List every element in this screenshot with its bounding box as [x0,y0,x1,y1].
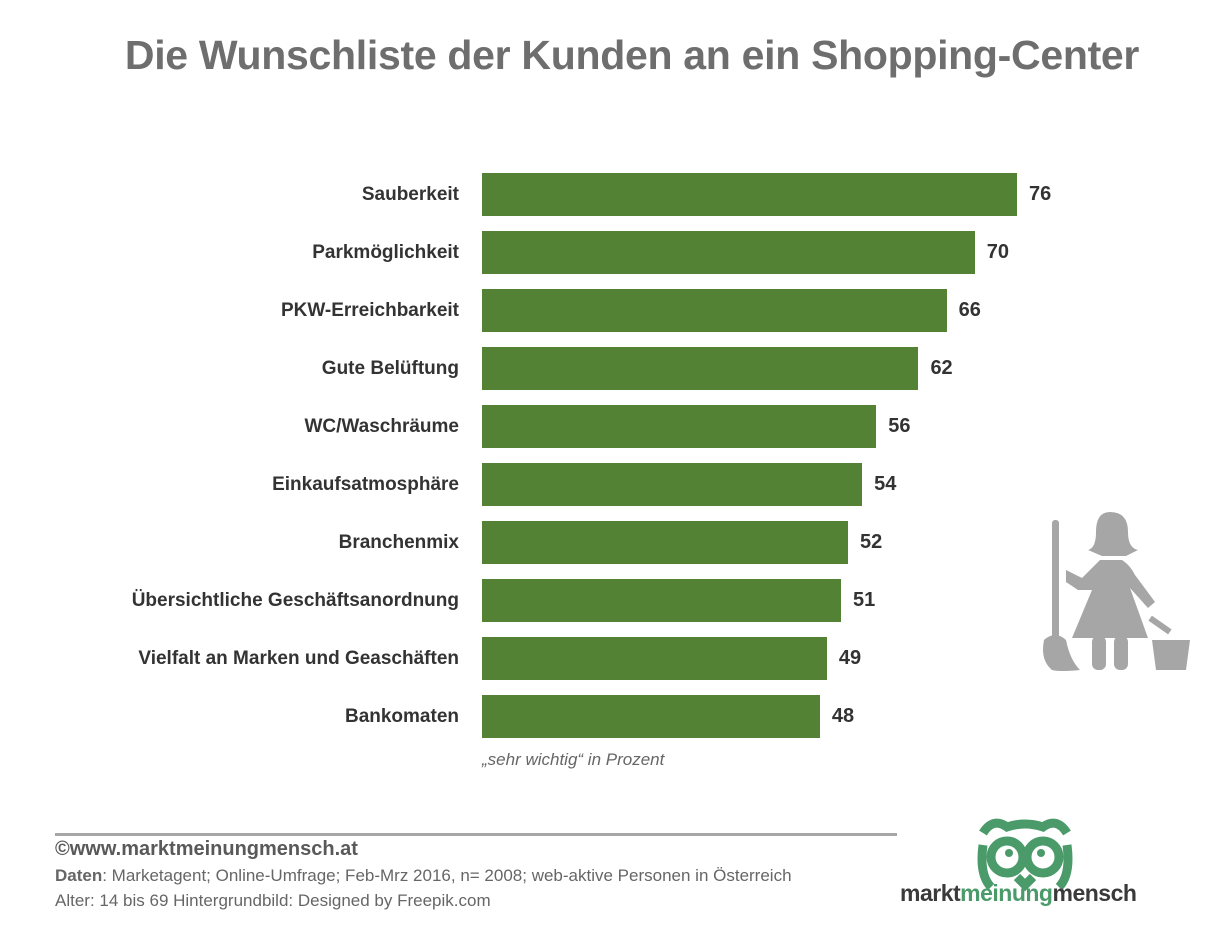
value-label: 49 [838,647,862,669]
value-label: 52 [860,531,883,553]
bar [482,347,919,390]
bar [482,289,947,332]
category-label: Sauberkeit [361,184,459,205]
category-label: Parkmöglichkeit [312,242,459,263]
axis-label: „sehr wichtig“ in Prozent [482,750,665,769]
category-label: PKW-Erreichbarkeit [280,300,459,321]
category-label: WC/Waschräume [304,416,460,437]
owl-logo-icon [977,818,1073,892]
value-label: 54 [874,473,897,495]
chart-title: Die Wunschliste der Kunden an ein Shoppi… [124,32,1140,78]
bar [482,173,1017,216]
category-label: Bankomaten [344,706,459,727]
value-label: 48 [831,705,855,727]
bar [482,463,863,506]
value-label: 76 [1029,183,1052,205]
category-label: Branchenmix [338,532,459,553]
brand-logo-text: marktmeinungmensch [900,880,1137,907]
cleaning-woman-icon [1043,512,1190,671]
category-label: Vielfalt an Marken und Geaschäften [138,648,459,669]
category-label: Gute Belüftung [321,358,459,379]
category-label: Einkaufsatmosphäre [272,474,459,495]
data-source-text: : Marketagent; Online-Umfrage; Feb-Mrz 2… [102,866,792,885]
bar [482,521,849,564]
bar [482,637,827,680]
value-label: 66 [958,299,981,321]
bar [482,579,841,622]
bar [482,695,820,738]
logo-part-markt: markt [900,880,961,906]
logo-part-mensch: mensch [1052,880,1137,906]
bar [482,231,975,274]
footer-divider [55,833,897,836]
value-label: 62 [930,357,953,379]
age-credit: Alter: 14 bis 69 Hintergrundbild: Design… [55,891,491,910]
bar [482,405,877,448]
value-label: 51 [853,589,876,611]
value-label: 70 [986,241,1009,263]
data-source: Daten: Marketagent; Online-Umfrage; Feb-… [55,866,792,886]
logo-part-meinung: meinung [960,880,1053,906]
data-source-label: Daten [55,866,103,885]
category-label: Übersichtliche Geschäftsanordnung [131,590,459,611]
value-label: 56 [888,415,911,437]
copyright-website: ©www.marktmeinungmensch.at [55,838,358,860]
